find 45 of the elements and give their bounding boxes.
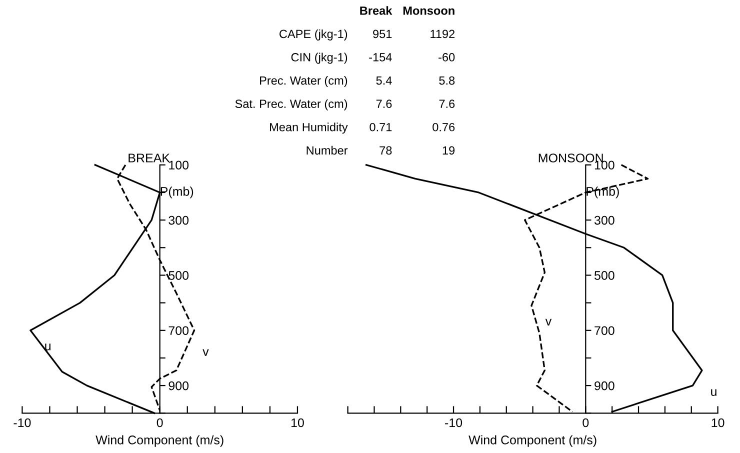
category-label: Number <box>306 146 348 155</box>
series-label: v <box>545 318 552 326</box>
x-axis-title: Wind Component (m/s) <box>96 435 224 447</box>
series-label: v <box>202 349 209 356</box>
category-label: Break <box>360 6 392 15</box>
text: 7.6 <box>376 100 392 108</box>
text: 78 <box>380 146 392 155</box>
x-tick-label: 0 <box>156 418 163 428</box>
text: 1192 <box>430 30 455 38</box>
series-label: u <box>711 389 716 396</box>
text: 0.71 <box>370 122 392 132</box>
y-tick-label: 300 <box>168 216 189 225</box>
x-tick-label: 10 <box>291 418 304 428</box>
category-label: Mean Humidity <box>270 122 348 134</box>
y-tick-label: 100 <box>594 160 614 170</box>
text: 19 <box>442 146 455 155</box>
category-label: CIN (jkg-1) <box>291 52 348 64</box>
text: 951 <box>373 30 392 38</box>
category-label: Monsoon <box>403 6 454 15</box>
y-tick-label: 100 <box>169 160 189 170</box>
text: -60 <box>438 53 455 62</box>
category-label: CAPE (jkg-1) <box>280 29 348 40</box>
text: 5.4 <box>376 76 392 85</box>
y-tick-label: 300 <box>594 216 614 225</box>
chart-title: MONSOON <box>538 154 603 162</box>
text: -154 <box>369 53 392 62</box>
x-tick-label: 0 <box>582 418 589 428</box>
text: 5.8 <box>439 76 455 85</box>
text: 7.6 <box>439 100 455 108</box>
y-axis-title: P(mb) <box>160 186 194 198</box>
y-tick-label: 500 <box>594 271 614 280</box>
y-tick-label: 700 <box>594 326 614 336</box>
y-tick-label: 500 <box>168 271 189 280</box>
category-label: Sat. Prec. Water (cm) <box>235 99 348 110</box>
x-tick-label: -10 <box>445 418 462 428</box>
y-tick-label: 900 <box>168 381 189 390</box>
y-tick-label: 900 <box>594 381 614 390</box>
x-tick-label: -10 <box>14 418 31 428</box>
text: 0.76 <box>432 122 455 132</box>
y-tick-label: 700 <box>168 326 189 336</box>
chart-title: BREAK <box>128 154 170 162</box>
x-tick-label: 10 <box>712 418 724 428</box>
x-axis-title: Wind Component (m/s) <box>468 435 596 447</box>
category-label: Prec. Water (cm) <box>260 76 348 88</box>
series-label: u <box>45 344 50 350</box>
